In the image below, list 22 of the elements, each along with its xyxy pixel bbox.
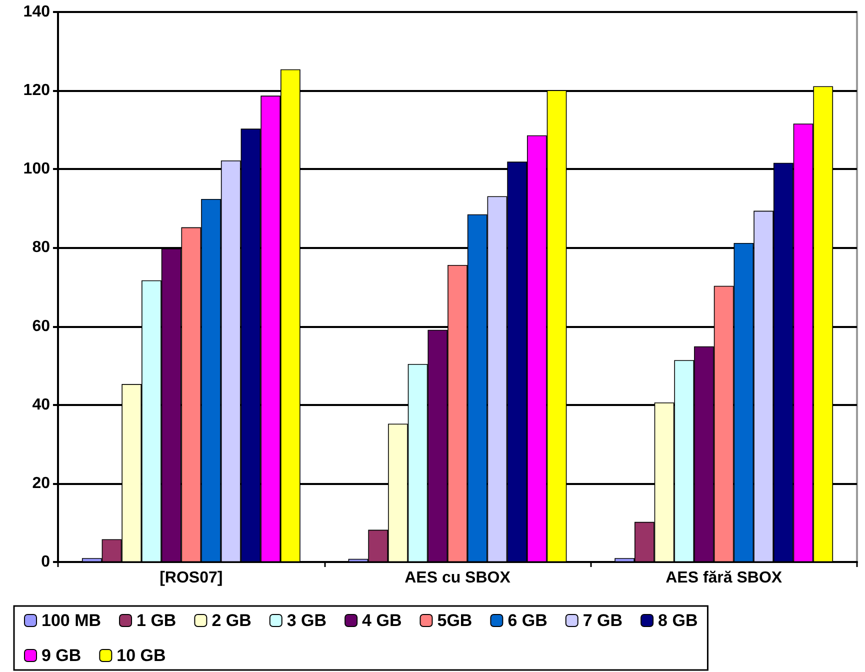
legend-label: 9 GB	[42, 646, 82, 665]
x-tick-label: AES cu SBOX	[404, 570, 511, 586]
legend-label: 1 GB	[136, 611, 176, 630]
y-tick-label: 60	[32, 318, 50, 335]
legend-label: 3 GB	[286, 611, 327, 630]
legend-label: 8 GB	[658, 611, 698, 630]
y-tick-label: 40	[32, 396, 50, 414]
x-tick-label: [ROS07]	[160, 570, 223, 586]
legend-label: 4 GB	[362, 611, 402, 630]
legend-label: 6 GB	[508, 611, 548, 630]
y-tick-label: 140	[23, 4, 50, 20]
y-tick-label: 0	[41, 554, 50, 570]
legend-label: 2 GB	[212, 611, 252, 630]
y-tick-label: 100	[23, 160, 50, 178]
legend-label: 5GB	[437, 611, 472, 630]
legend-label: 7 GB	[582, 611, 623, 630]
legend-label: 10 GB	[116, 646, 166, 665]
x-tick-label: AES fără SBOX	[666, 570, 782, 586]
y-tick-label: 80	[32, 239, 50, 256]
y-tick-label: 120	[23, 82, 50, 100]
y-tick-label: 20	[32, 474, 50, 492]
legend-label: 100 MB	[42, 611, 102, 630]
